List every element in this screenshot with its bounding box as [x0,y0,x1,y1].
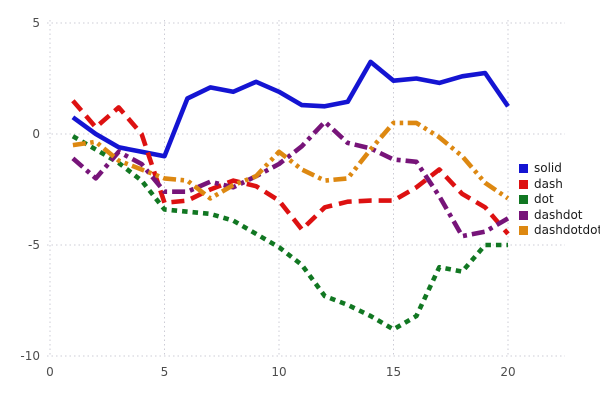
series-solid-line [71,59,510,159]
x-tick-label: 10 [271,365,286,379]
x-tick-label: 20 [500,365,515,379]
x-tick-label: 0 [46,365,54,379]
legend-label: dashdot [534,207,583,222]
legend-item-dashdotdot: dashdotdot [519,223,600,239]
series-dashdotdot-line [72,120,510,201]
legend-swatch-dash [519,179,528,189]
legend-item-solid: solid [519,161,600,177]
x-tick-label: 15 [386,365,401,379]
y-axis-tick-labels: 5 0 -5 -10 [20,16,40,363]
series-dashdot-line [71,119,510,239]
legend-swatch-dashdotdot [519,226,528,236]
legend-label: dashdotdot [534,223,600,238]
y-tick-label: -10 [20,349,40,363]
grid-lines [47,20,565,357]
series-dot-line [71,134,508,332]
y-tick-label: 5 [32,16,40,30]
legend-label: dot [534,192,554,207]
y-tick-label: -5 [28,238,40,252]
series-dash-line [71,99,510,236]
legend-item-dashdot: dashdot [519,208,600,224]
legend-label: dash [534,176,563,191]
y-tick-label: 0 [32,127,40,141]
legend: solid dash dot dashdot dashdotdot [519,161,600,239]
legend-label: solid [534,161,562,176]
legend-swatch-dashdot [519,210,528,220]
x-tick-label: 5 [161,365,169,379]
data-series-lines [71,59,510,332]
legend-swatch-solid [519,164,528,174]
legend-item-dash: dash [519,177,600,193]
legend-swatch-dot [519,195,528,205]
x-axis-tick-labels: 0 5 10 15 20 [46,365,515,379]
legend-item-dot: dot [519,192,600,208]
